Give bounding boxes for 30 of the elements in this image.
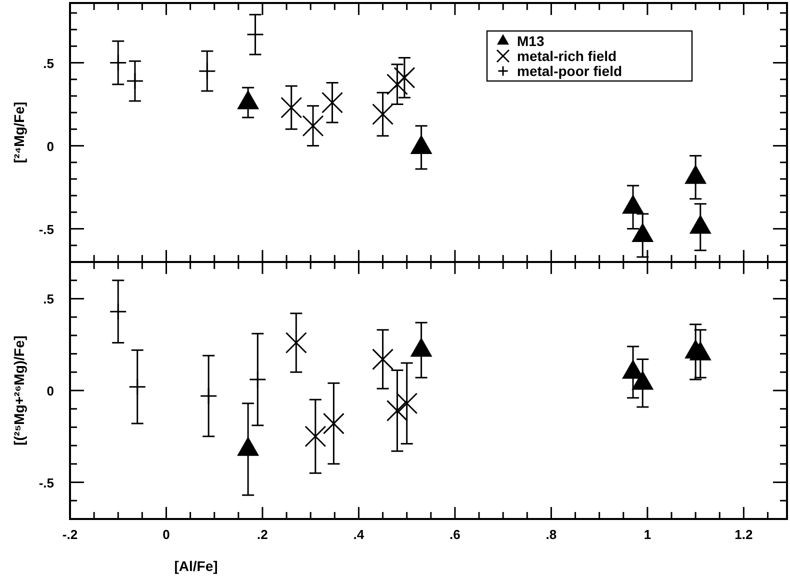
y-axis-title: [(²⁵Mg+²⁶Mg)/Fe] [11, 336, 27, 446]
y-tick-label: 0 [46, 138, 54, 154]
y-axis-title: [²⁴Mg/Fe] [11, 102, 27, 164]
legend-label: metal-poor field [517, 63, 622, 79]
x-tick-label: 1 [644, 527, 652, 542]
point [109, 302, 127, 320]
x-tick-label: 1.2 [734, 527, 753, 542]
x-axis-title: [Al/Fe] [174, 558, 218, 574]
point [396, 392, 418, 414]
x-tick-label: .6 [450, 527, 460, 542]
y-tick-label: -.5 [38, 222, 54, 237]
y-tick-label: .5 [43, 292, 54, 307]
y-tick-label: 0 [46, 384, 54, 398]
point [200, 387, 218, 405]
point [285, 332, 307, 354]
x-tick-label: -.2 [62, 527, 78, 542]
point [386, 400, 408, 422]
y-tick-label: -.5 [38, 475, 54, 490]
legend-label: M13 [517, 33, 544, 49]
point [372, 348, 394, 370]
x-tick-label: .8 [546, 527, 557, 542]
y-tick-label: .5 [43, 56, 54, 71]
point [304, 426, 326, 448]
legend-label: metal-rich field [517, 48, 617, 64]
x-tick-label: .2 [257, 527, 268, 542]
x-tick-label: .4 [353, 527, 365, 542]
point [322, 412, 344, 434]
x-tick-label: 0 [162, 527, 170, 542]
point [128, 378, 146, 396]
point [248, 370, 266, 388]
